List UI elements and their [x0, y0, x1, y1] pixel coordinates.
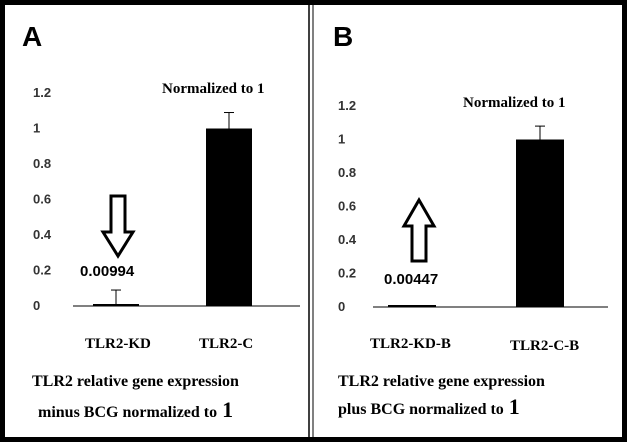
caption-a-line2-text: minus BCG normalized to: [38, 404, 217, 421]
chart-panel-a: A 1.2 1 0.8 0.6 0.4 0.2 0 Normalized to 1 0.00…: [22, 21, 300, 422]
y-axis-ticks-a: 1.2 1 0.8 0.6 0.4 0.2 0: [33, 85, 52, 313]
error-bar: [111, 289, 121, 305]
y-tick-label: 0: [33, 298, 40, 313]
annotation-b: Normalized to 1: [463, 95, 565, 111]
bars-a: [93, 112, 252, 306]
chart-panel-b: B 1.2 1 0.8 0.6 0.4 0.2 0 Normalized to 1 0.00…: [333, 21, 608, 419]
arrow-down-icon: [100, 194, 136, 259]
y-tick-label: 1.2: [33, 85, 51, 100]
bar-tlr2-kd-b: [388, 305, 436, 307]
annotation-a: Normalized to 1: [162, 81, 264, 97]
category-label-a-1: TLR2-C: [199, 336, 253, 352]
caption-a-line1: TLR2 relative gene expression: [32, 373, 239, 390]
y-tick-label: 1.2: [338, 98, 356, 113]
y-tick-label: 0.4: [338, 232, 357, 247]
panel-b-letter: B: [333, 21, 353, 52]
error-bar: [224, 112, 234, 129]
data-label-a: 0.00994: [80, 263, 135, 280]
caption-b-line1: TLR2 relative gene expression: [338, 373, 545, 390]
y-tick-label: 0.2: [338, 266, 356, 281]
caption-b-number: 1: [509, 394, 520, 419]
y-tick-label: 0.8: [338, 165, 356, 180]
arrow-up-icon: [401, 196, 437, 263]
caption-b-line2-text: plus BCG normalized to: [338, 401, 504, 418]
y-tick-label: 1: [33, 121, 40, 136]
y-axis-ticks-b: 1.2 1 0.8 0.6 0.4 0.2 0: [338, 98, 357, 314]
y-tick-label: 0: [338, 299, 345, 314]
bar-tlr2-c-b: [516, 139, 564, 307]
panel-a-letter: A: [22, 21, 42, 52]
category-label-b-1: TLR2-C-B: [510, 338, 579, 354]
category-label-b-0: TLR2-KD-B: [370, 336, 451, 352]
data-label-b: 0.00447: [384, 271, 438, 288]
y-tick-label: 1: [338, 132, 345, 147]
bar-tlr2-c: [206, 128, 252, 306]
y-tick-label: 0.2: [33, 263, 51, 278]
y-tick-label: 0.4: [33, 227, 52, 242]
caption-a-line2: minus BCG normalized to 1: [38, 397, 233, 422]
y-tick-label: 0.6: [338, 199, 356, 214]
caption-a-number: 1: [222, 397, 233, 422]
category-label-a-0: TLR2-KD: [85, 336, 151, 352]
bar-tlr2-kd: [93, 304, 139, 306]
y-tick-label: 0.6: [33, 192, 51, 207]
bars-b: [388, 125, 564, 307]
y-tick-label: 0.8: [33, 156, 51, 171]
error-bar: [535, 125, 545, 140]
caption-b-line2: plus BCG normalized to 1: [338, 394, 520, 419]
